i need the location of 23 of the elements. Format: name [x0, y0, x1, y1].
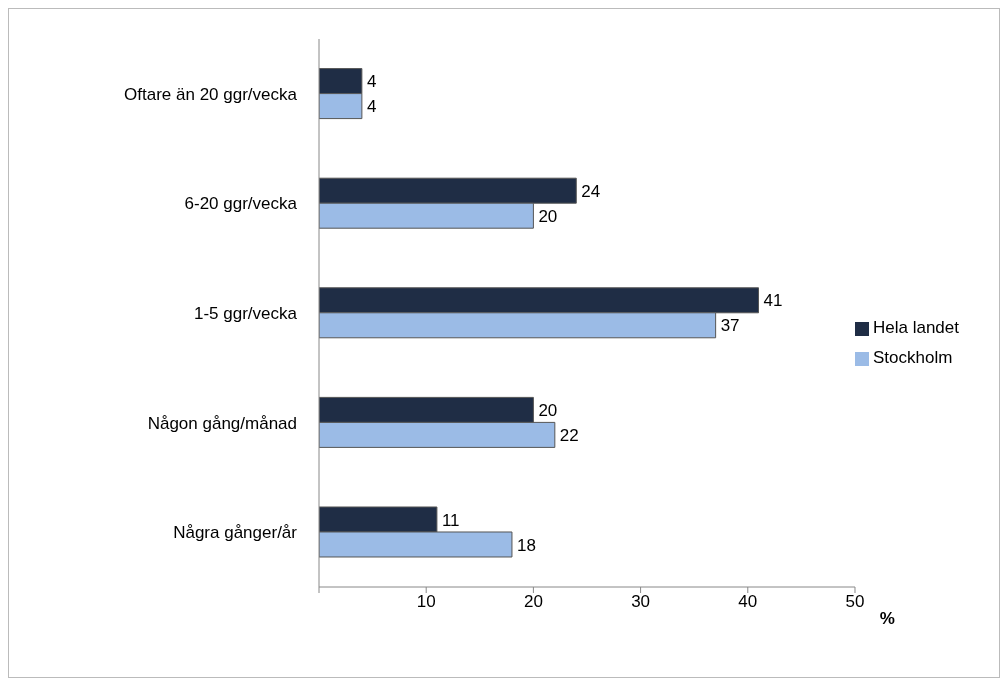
x-tick-label: 50 — [845, 592, 865, 612]
data-label: 11 — [441, 510, 460, 530]
x-axis-title: % — [879, 609, 895, 628]
y-tick-label: 1-5 ggr/vecka — [194, 304, 298, 324]
data-label: 4 — [366, 97, 377, 117]
y-tick-label: Oftare än 20 ggr/vecka — [124, 84, 298, 104]
x-tick-label: 30 — [631, 592, 651, 612]
y-tick-label: Några gånger/år — [173, 523, 298, 543]
x-tick-label: 40 — [738, 592, 758, 612]
data-label: 20 — [538, 400, 558, 420]
data-label: 37 — [720, 316, 740, 336]
data-label: 41 — [763, 291, 783, 311]
data-label: 24 — [581, 181, 601, 201]
data-label: 22 — [559, 425, 579, 445]
legend-label: Hela landet — [872, 318, 959, 337]
data-label: 18 — [516, 535, 536, 555]
x-tick-label: 10 — [416, 592, 436, 612]
y-tick-label: Någon gång/månad — [147, 413, 297, 433]
data-label: 4 — [366, 72, 377, 92]
x-tick-label: 20 — [523, 592, 543, 612]
y-tick-label: 6-20 ggr/vecka — [184, 194, 298, 214]
legend-label: Stockholm — [872, 348, 953, 367]
data-label: 20 — [538, 206, 558, 226]
